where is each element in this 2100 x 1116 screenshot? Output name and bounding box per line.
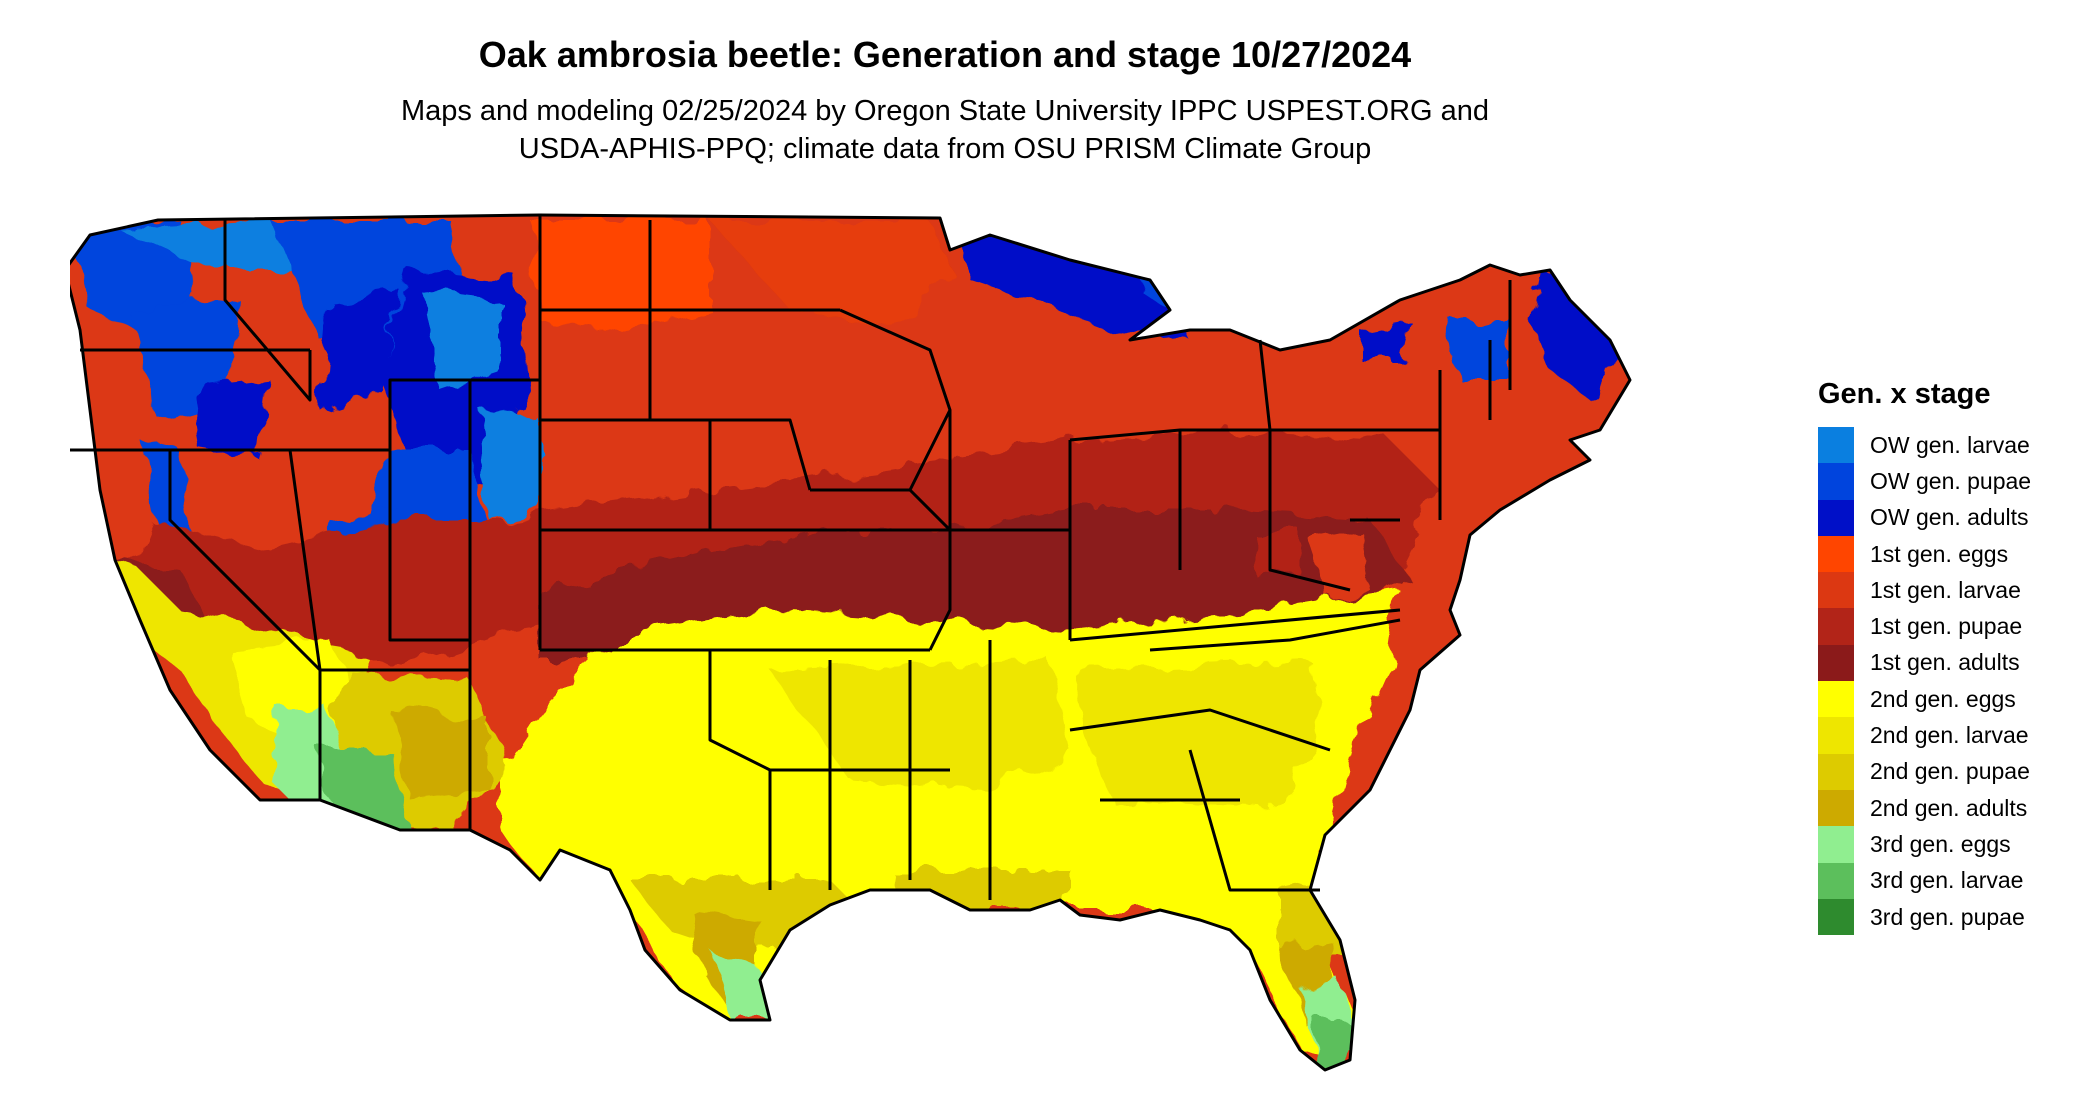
legend-label: OW gen. pupae: [1870, 467, 2032, 494]
legend-label: 1st gen. pupae: [1870, 613, 2023, 640]
legend-label: OW gen. adults: [1870, 504, 2029, 531]
legend-item: 3rd gen. larvae: [1818, 862, 2031, 899]
legend-item: 2nd gen. larvae: [1818, 717, 2031, 754]
legend-label: 1st gen. larvae: [1870, 576, 2021, 603]
legend-swatch: [1818, 463, 1854, 500]
legend-swatch: [1818, 572, 1854, 609]
legend-swatch: [1818, 535, 1854, 573]
legend-label: 2nd gen. pupae: [1870, 758, 2030, 785]
legend-item: 2nd gen. adults: [1818, 789, 2031, 827]
legend-swatch: [1818, 753, 1854, 790]
us-phenology-map: [70, 213, 1632, 1072]
legend-label: 2nd gen. larvae: [1870, 722, 2029, 749]
legend-item: 3rd gen. eggs: [1818, 826, 2031, 863]
legend-swatch: [1818, 826, 1854, 863]
legend-label: 2nd gen. adults: [1870, 794, 2028, 821]
legend-label: OW gen. larvae: [1870, 431, 2030, 458]
legend-label: 2nd gen. eggs: [1870, 685, 2016, 712]
legend-item: 2nd gen. pupae: [1818, 753, 2031, 790]
legend-swatch: [1818, 427, 1854, 464]
map-title: Oak ambrosia beetle: Generation and stag…: [478, 34, 1412, 75]
legend-item: 3rd gen. pupae: [1818, 898, 2031, 936]
legend-items: OW gen. larvae OW gen. pupae OW gen. adult…: [1818, 427, 2032, 936]
legend-swatch: [1818, 681, 1854, 718]
legend-item: OW gen. pupae: [1818, 463, 2032, 500]
legend-swatch: [1818, 644, 1854, 682]
legend-label: 3rd gen. eggs: [1870, 830, 2011, 857]
subtitle-line-2: USDA-APHIS-PPQ; climate data from OSU PR…: [518, 133, 1372, 165]
legend-item: 1st gen. larvae: [1818, 572, 2031, 609]
map-subtitle: Maps and modeling 02/25/2024 by Oregon S…: [0, 92, 1890, 168]
legend-swatch: [1818, 898, 1854, 936]
legend-label: 1st gen. adults: [1870, 649, 2020, 676]
legend-title: Gen. x stage: [1818, 378, 1991, 410]
legend-item: OW gen. adults: [1818, 499, 2031, 536]
legend-swatch: [1818, 499, 1854, 536]
legend-item: 2nd gen. eggs: [1818, 681, 2031, 718]
legend-item: OW gen. larvae: [1818, 427, 2031, 464]
legend-label: 3rd gen. pupae: [1870, 903, 2025, 930]
legend-item: 1st gen. eggs: [1818, 535, 2031, 573]
legend-swatch: [1818, 789, 1854, 827]
subtitle-line-1: Maps and modeling 02/25/2024 by Oregon S…: [400, 95, 1490, 127]
legend-swatch: [1818, 862, 1854, 899]
legend-swatch: [1818, 608, 1854, 645]
legend: Gen. x stage OW gen. larvae OW gen. pupae…: [1818, 378, 2032, 936]
legend-item: 1st gen. pupae: [1818, 608, 2031, 645]
legend-label: 1st gen. eggs: [1870, 540, 2009, 567]
legend-label: 3rd gen. larvae: [1870, 867, 2024, 894]
legend-item: 1st gen. adults: [1818, 644, 2031, 682]
legend-swatch: [1818, 717, 1854, 754]
state-borders: [70, 213, 1632, 1072]
